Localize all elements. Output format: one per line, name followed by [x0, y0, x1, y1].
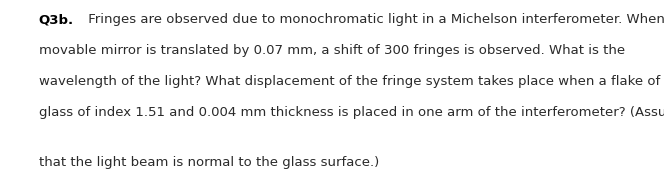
Text: that the light beam is normal to the glass surface.): that the light beam is normal to the gla…: [39, 156, 378, 169]
Text: movable mirror is translated by 0.07 mm, a shift of 300 fringes is observed. Wha: movable mirror is translated by 0.07 mm,…: [39, 44, 625, 57]
Text: Fringes are observed due to monochromatic light in a Michelson interferometer. W: Fringes are observed due to monochromati…: [84, 13, 664, 26]
Text: glass of index 1.51 and 0.004 mm thickness is placed in one arm of the interfero: glass of index 1.51 and 0.004 mm thickne…: [39, 106, 664, 119]
Text: Q3b.: Q3b.: [39, 13, 74, 26]
Text: wavelength of the light? What displacement of the fringe system takes place when: wavelength of the light? What displaceme…: [39, 75, 660, 88]
